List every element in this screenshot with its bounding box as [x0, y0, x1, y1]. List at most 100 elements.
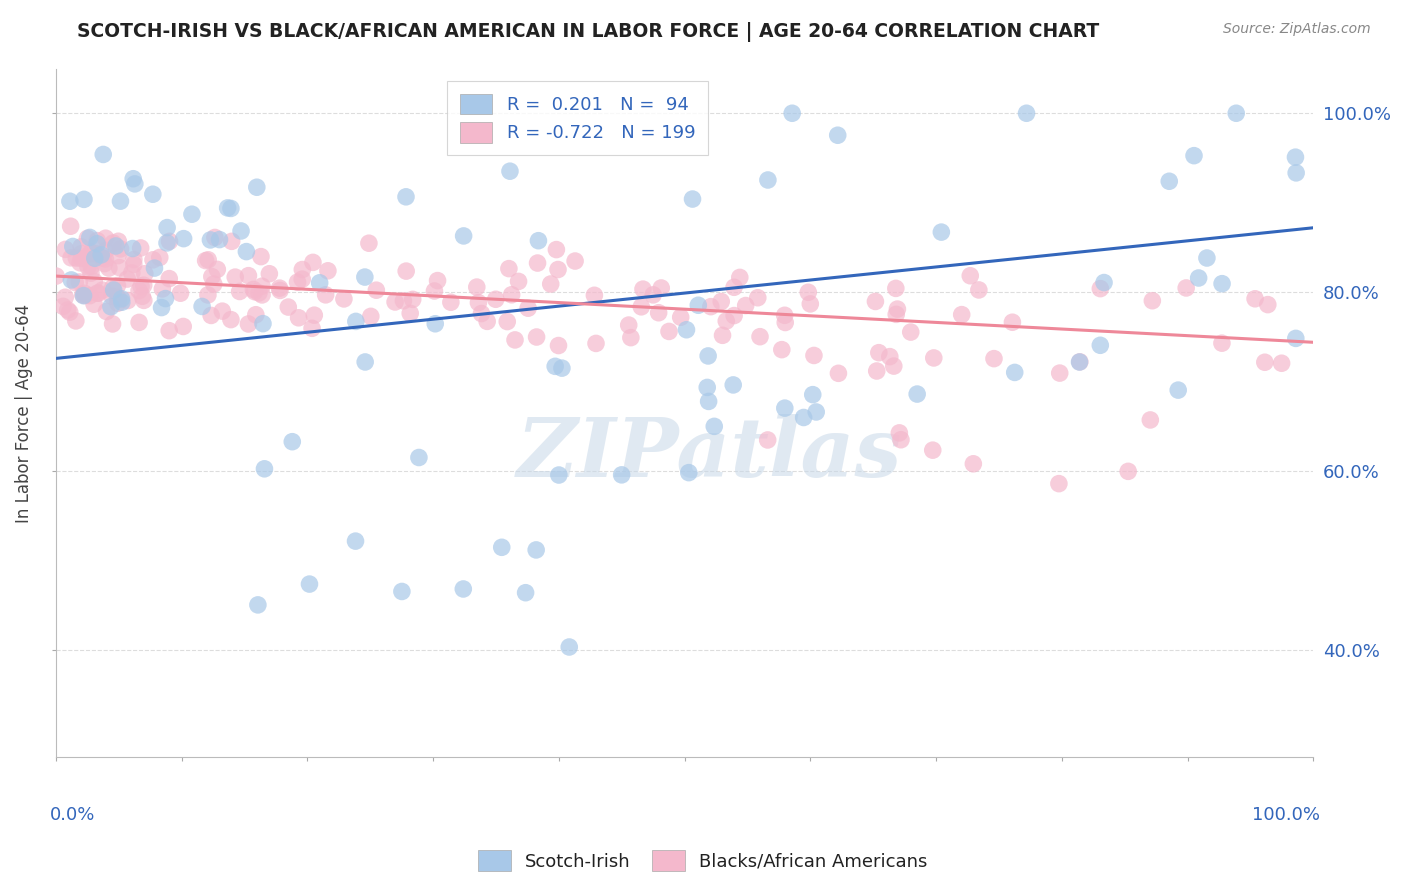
Point — [799, 297, 821, 311]
Point — [544, 359, 567, 374]
Point — [110, 194, 132, 209]
Point — [111, 295, 134, 310]
Point — [696, 380, 718, 394]
Point — [103, 283, 125, 297]
Point — [121, 242, 143, 256]
Point — [883, 359, 905, 373]
Point — [1284, 150, 1306, 164]
Point — [501, 287, 523, 301]
Point — [221, 235, 243, 249]
Point — [467, 295, 489, 310]
Point — [91, 251, 114, 265]
Point — [86, 286, 108, 301]
Point — [780, 106, 803, 120]
Point — [366, 283, 388, 297]
Point — [86, 234, 108, 248]
Point — [453, 582, 475, 596]
Point — [900, 325, 922, 339]
Point — [827, 128, 849, 143]
Point — [201, 269, 224, 284]
Point — [773, 308, 796, 322]
Point — [498, 261, 520, 276]
Point — [962, 457, 984, 471]
Point — [243, 285, 266, 299]
Point — [173, 232, 195, 246]
Point — [503, 333, 526, 347]
Point — [129, 279, 152, 293]
Point — [157, 324, 180, 338]
Point — [149, 251, 172, 265]
Point — [53, 290, 76, 304]
Point — [247, 285, 270, 300]
Point — [253, 462, 276, 476]
Point — [647, 306, 669, 320]
Point — [697, 394, 720, 409]
Point — [558, 640, 581, 654]
Point — [728, 270, 751, 285]
Point — [1139, 413, 1161, 427]
Point — [69, 256, 91, 270]
Point — [425, 317, 447, 331]
Point — [77, 260, 100, 274]
Point — [703, 419, 725, 434]
Point — [392, 293, 415, 308]
Point — [246, 598, 269, 612]
Point — [426, 274, 449, 288]
Point — [1116, 464, 1139, 478]
Text: 0.0%: 0.0% — [49, 805, 96, 823]
Point — [132, 293, 155, 308]
Point — [124, 177, 146, 191]
Point — [793, 410, 815, 425]
Point — [250, 288, 273, 302]
Point — [128, 284, 150, 298]
Point — [83, 275, 105, 289]
Point — [219, 312, 242, 326]
Point — [65, 314, 87, 328]
Point — [121, 266, 143, 280]
Point — [181, 207, 204, 221]
Point — [172, 319, 194, 334]
Point — [700, 300, 723, 314]
Point — [291, 272, 314, 286]
Point — [797, 285, 820, 300]
Point — [879, 350, 901, 364]
Point — [678, 466, 700, 480]
Point — [87, 286, 110, 301]
Point — [79, 230, 101, 244]
Point — [62, 239, 84, 253]
Point — [583, 288, 606, 302]
Point — [107, 234, 129, 248]
Point — [527, 234, 550, 248]
Point — [250, 250, 273, 264]
Point — [585, 336, 607, 351]
Point — [269, 284, 291, 298]
Point — [59, 305, 82, 319]
Point — [242, 282, 264, 296]
Point — [865, 294, 887, 309]
Y-axis label: In Labor Force | Age 20-64: In Labor Force | Age 20-64 — [15, 303, 32, 523]
Point — [83, 297, 105, 311]
Point — [73, 286, 96, 301]
Point — [756, 173, 779, 187]
Point — [86, 236, 108, 251]
Point — [59, 219, 82, 234]
Point — [716, 314, 738, 328]
Point — [630, 300, 652, 314]
Point — [142, 187, 165, 202]
Point — [142, 252, 165, 267]
Point — [889, 425, 911, 440]
Point — [169, 286, 191, 301]
Point — [658, 325, 681, 339]
Point — [277, 300, 299, 314]
Point — [150, 301, 173, 315]
Point — [1175, 281, 1198, 295]
Point — [1001, 315, 1024, 329]
Point — [1090, 338, 1112, 352]
Point — [86, 247, 108, 261]
Point — [540, 277, 562, 291]
Point — [453, 228, 475, 243]
Point — [921, 443, 943, 458]
Point — [80, 260, 103, 274]
Point — [245, 308, 267, 322]
Point — [721, 378, 744, 392]
